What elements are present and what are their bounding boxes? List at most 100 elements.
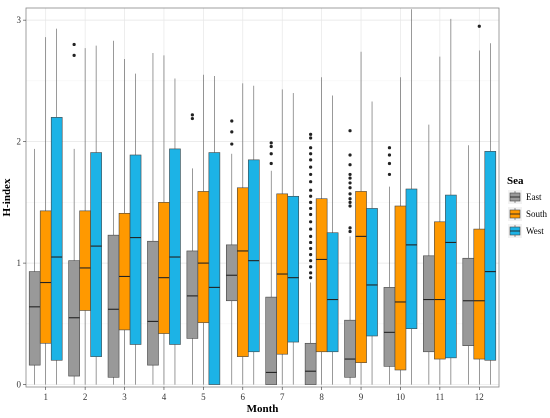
outlier-point	[348, 197, 352, 201]
legend-key-east	[508, 190, 522, 204]
outlier-point	[309, 271, 313, 275]
box-series-layer	[28, 9, 497, 385]
box-west-month-2	[90, 45, 102, 385]
series-west	[50, 9, 497, 385]
outlier-point	[309, 165, 313, 169]
outlier-point	[348, 200, 352, 204]
outlier-point	[477, 24, 481, 28]
box-body	[247, 159, 260, 353]
box-body	[423, 255, 435, 353]
box-body	[50, 117, 63, 361]
box-east-month-9	[344, 129, 356, 385]
outlier-point	[309, 227, 313, 231]
outlier-point	[269, 161, 273, 166]
box-west-month-7	[287, 93, 300, 385]
legend: Sea East South West	[507, 175, 548, 238]
box-body	[287, 195, 300, 343]
box-west-month-8	[326, 95, 339, 385]
box-west-month-5	[208, 76, 221, 385]
y-axis-ticks: 0 1 2 3	[17, 15, 26, 390]
outlier-point	[230, 130, 234, 134]
outlier-point	[348, 153, 352, 157]
box-west-month-9	[366, 101, 378, 385]
series-south	[39, 24, 486, 385]
x-tick-label: 2	[83, 392, 88, 402]
legend-key-south	[508, 207, 522, 221]
outlier-point	[309, 252, 313, 257]
outlier-point	[309, 132, 313, 136]
box-body	[473, 228, 486, 360]
box-body	[208, 152, 221, 385]
box-body	[383, 287, 396, 367]
box-body	[225, 244, 238, 302]
box-body	[355, 191, 367, 364]
box-west-month-1	[50, 28, 63, 385]
outlier-point	[309, 200, 313, 204]
legend-label-south: South	[526, 209, 548, 219]
outlier-point	[348, 176, 352, 180]
outlier-point	[309, 188, 313, 192]
outlier-point	[309, 152, 313, 156]
box-east-month-6	[225, 119, 238, 385]
box-body	[169, 148, 181, 345]
outlier-point	[190, 116, 194, 121]
box-body	[197, 191, 210, 323]
x-tick-label: 7	[280, 392, 285, 402]
box-body	[405, 188, 418, 329]
box-body	[129, 154, 142, 345]
box-body	[68, 260, 80, 377]
outlier-point	[309, 259, 313, 263]
box-body	[236, 187, 249, 357]
box-body	[434, 221, 446, 360]
outlier-point	[348, 192, 352, 196]
x-tick-label: 3	[122, 392, 127, 402]
x-axis-title: Month	[247, 403, 279, 415]
box-body	[90, 152, 102, 357]
outlier-point	[309, 146, 313, 150]
box-body	[28, 271, 41, 366]
outlier-point	[309, 276, 313, 280]
outlier-point	[387, 161, 392, 166]
outlier-point	[309, 234, 313, 238]
legend-label-west: West	[526, 226, 544, 236]
x-tick-label: 6	[241, 392, 246, 402]
box-body	[39, 210, 52, 344]
x-tick-label: 9	[359, 392, 364, 402]
outlier-point	[190, 113, 194, 117]
plot-panel-border	[25, 7, 500, 388]
outlier-point	[309, 246, 313, 251]
box-body	[445, 194, 457, 359]
outlier-point	[387, 172, 392, 177]
outlier-point	[309, 212, 313, 217]
outlier-point	[348, 129, 352, 133]
x-axis-ticks: 1 2 3 4 5 6 7 8 9 10 11 12	[43, 387, 484, 402]
box-body	[366, 208, 378, 337]
box-body	[186, 250, 199, 339]
box-body	[118, 212, 131, 331]
y-tick-label: 3	[17, 15, 22, 25]
outlier-point	[72, 53, 76, 57]
box-body	[304, 342, 317, 385]
outlier-point	[348, 204, 352, 208]
outlier-point	[387, 153, 392, 157]
series-east	[28, 40, 475, 385]
box-west-month-4	[169, 78, 181, 385]
y-tick-label: 1	[17, 258, 22, 268]
outlier-point	[230, 142, 234, 146]
outlier-point	[309, 206, 313, 211]
outlier-point	[387, 146, 392, 150]
box-body	[462, 257, 475, 346]
outlier-point	[230, 119, 234, 123]
outlier-point	[72, 42, 76, 47]
x-tick-label: 10	[396, 392, 406, 402]
outlier-point	[348, 172, 352, 177]
box-body	[326, 232, 339, 353]
box-body	[344, 319, 356, 378]
outlier-point	[348, 226, 352, 230]
box-body	[147, 240, 159, 366]
box-body	[394, 205, 407, 371]
x-tick-label: 8	[319, 392, 324, 402]
outlier-point	[309, 158, 313, 162]
box-south-month-4	[158, 55, 170, 385]
x-tick-label: 12	[475, 392, 484, 402]
